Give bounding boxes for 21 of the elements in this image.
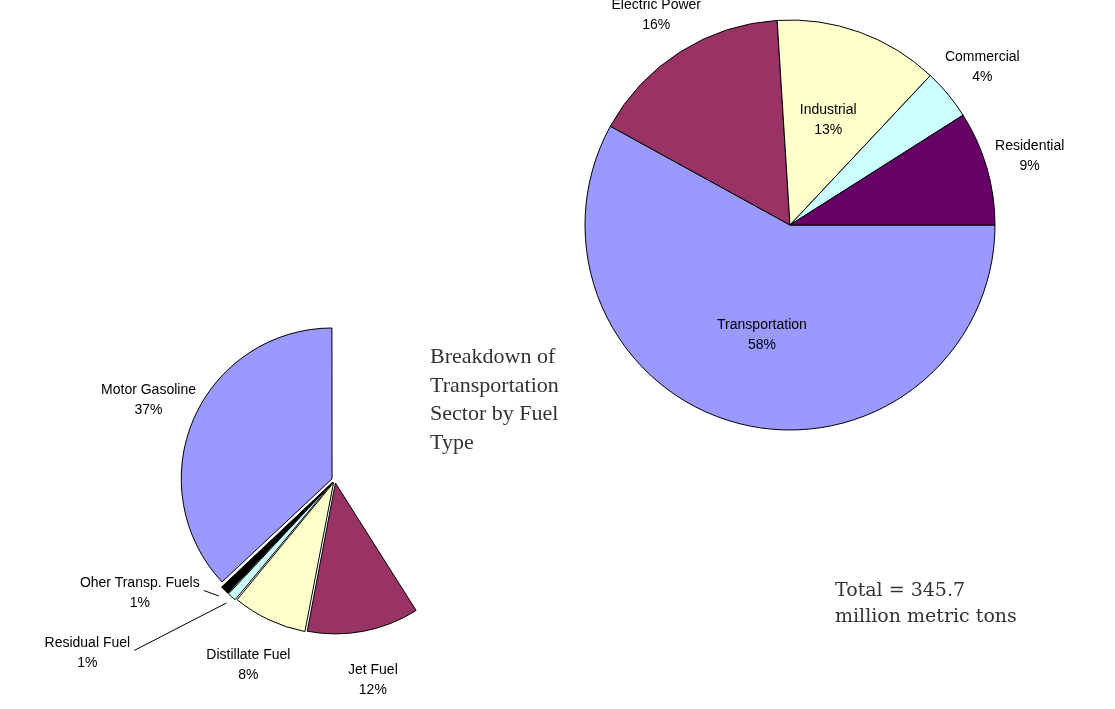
slice-label: Distillate Fuel xyxy=(206,645,291,662)
data-label: 8% xyxy=(238,665,259,682)
data-label: 16% xyxy=(642,16,671,33)
slice-label: Transportation xyxy=(717,316,807,333)
data-label: 9% xyxy=(1019,157,1040,174)
slice-label: Industrial xyxy=(799,100,857,117)
slice-label: Jet Fuel xyxy=(347,661,398,678)
slice-label: Residential xyxy=(995,137,1065,154)
data-label: 1% xyxy=(77,654,98,671)
text: Total = 345.7 million metric tons xyxy=(835,577,1018,628)
data-label: 4% xyxy=(972,67,993,84)
data-label: 13% xyxy=(814,120,843,137)
slice-label: Oher Transp. Fuels xyxy=(79,574,200,591)
data-label: 1% xyxy=(129,594,150,611)
slice-label: Motor Gasoline xyxy=(101,381,197,398)
data-label: 58% xyxy=(747,336,776,353)
slice-label: Residual Fuel xyxy=(44,634,131,651)
text: Breakdown of Transportation Sector by Fuel Type xyxy=(430,342,560,456)
data-label: 37% xyxy=(134,401,163,418)
data-label: 12% xyxy=(358,681,387,698)
slice-label: Commercial xyxy=(944,47,1020,64)
